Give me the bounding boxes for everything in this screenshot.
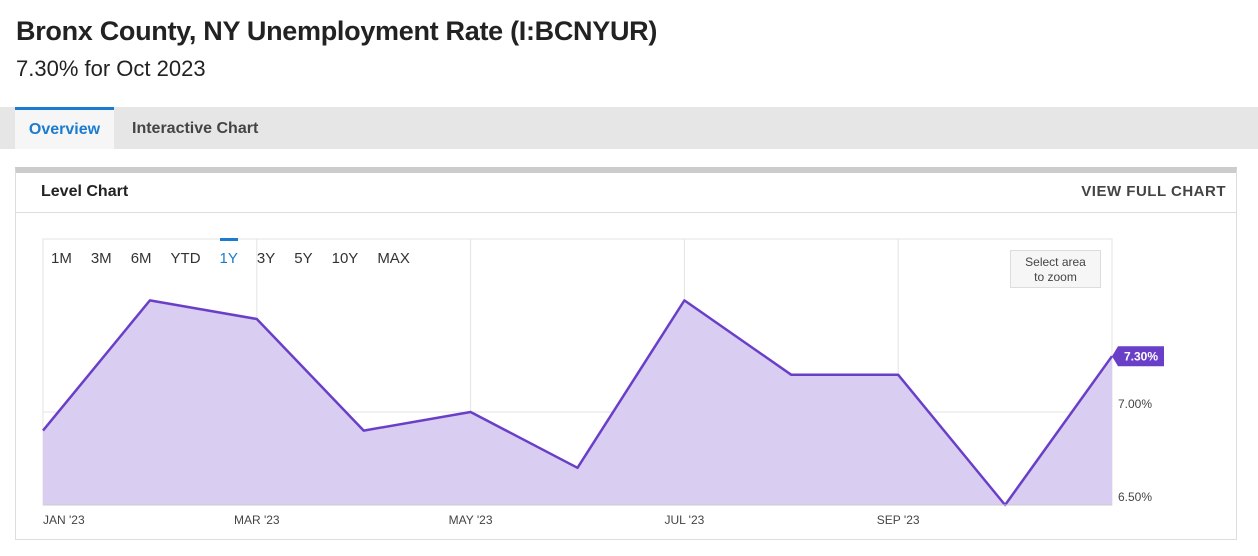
zoom-hint-line: to zoom: [1034, 270, 1077, 284]
zoom-hint-line: Select area: [1025, 255, 1086, 269]
area: [43, 300, 1112, 505]
range-button[interactable]: 3Y: [256, 250, 276, 267]
x-tick-label: SEP '23: [877, 513, 920, 527]
tab-bar: Overview Interactive Chart: [0, 107, 1258, 149]
x-tick-label: JAN '23: [43, 513, 85, 527]
line: [42, 299, 1114, 507]
card-title: Level Chart: [41, 183, 129, 200]
value-badge: [1112, 346, 1164, 367]
x-tick-label: MAY '23: [449, 513, 493, 527]
chart-card: [15, 167, 1237, 540]
y-tick-label: 6.50%: [1118, 490, 1152, 504]
zoom-hint: Select area to zoom: [1010, 250, 1101, 288]
tab[interactable]: Overview: [15, 107, 114, 149]
view-full-chart[interactable]: VIEW FULL CHART: [1081, 183, 1226, 200]
range-button[interactable]: MAX: [377, 250, 410, 267]
tab[interactable]: Interactive Chart: [132, 120, 259, 137]
range-button[interactable]: 10Y: [331, 250, 359, 267]
range-button[interactable]: YTD: [170, 250, 201, 267]
x-tick-label: JUL '23: [664, 513, 704, 527]
range-button[interactable]: 1Y: [219, 238, 238, 267]
separator: [16, 212, 1237, 213]
range-selector: 1M 3M 6M YTD 1Y 3Y 5Y 10Y MAX: [51, 238, 429, 267]
x-tick-label: MAR '23: [234, 513, 280, 527]
range-button[interactable]: 6M: [130, 250, 152, 267]
value-label: 7.30%: [1124, 349, 1158, 363]
range-button[interactable]: 1M: [51, 250, 72, 267]
range-button[interactable]: 3M: [90, 250, 112, 267]
page-title: Bronx County, NY Unemployment Rate (I:BC…: [16, 16, 658, 46]
page-subtitle: 7.30% for Oct 2023: [16, 56, 206, 81]
range-button[interactable]: 5Y: [294, 250, 313, 267]
y-tick-label: 7.00%: [1118, 397, 1152, 411]
